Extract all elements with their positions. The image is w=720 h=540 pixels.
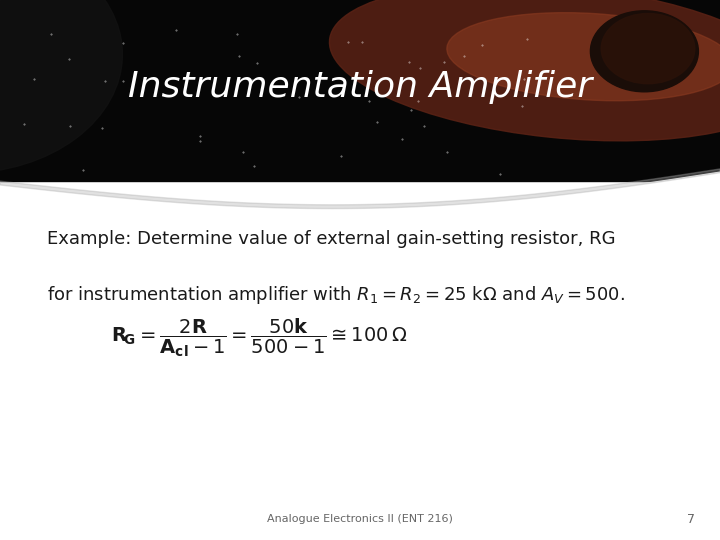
- Ellipse shape: [447, 12, 720, 101]
- Text: Instrumentation Amplifier: Instrumentation Amplifier: [128, 70, 592, 104]
- Ellipse shape: [330, 0, 720, 141]
- Text: 7: 7: [687, 513, 695, 526]
- Circle shape: [590, 11, 698, 92]
- Text: Example: Determine value of external gain-setting resistor, RG: Example: Determine value of external gai…: [47, 230, 616, 247]
- Circle shape: [0, 0, 122, 173]
- Text: for instrumentation amplifier with $\mathit{R}_1 = \mathit{R}_2 = 25\ \mathrm{k}: for instrumentation amplifier with $\mat…: [47, 284, 625, 306]
- Circle shape: [601, 14, 695, 84]
- Bar: [0, 0, 720, 181]
- Text: Analogue Electronics II (ENT 216): Analogue Electronics II (ENT 216): [267, 515, 453, 524]
- Text: $\mathbf{R}_{\!\mathbf{G}} = \dfrac{2\mathbf{R}}{\mathbf{A}_{\mathbf{cl}}-1} = \: $\mathbf{R}_{\!\mathbf{G}} = \dfrac{2\ma…: [111, 316, 408, 359]
